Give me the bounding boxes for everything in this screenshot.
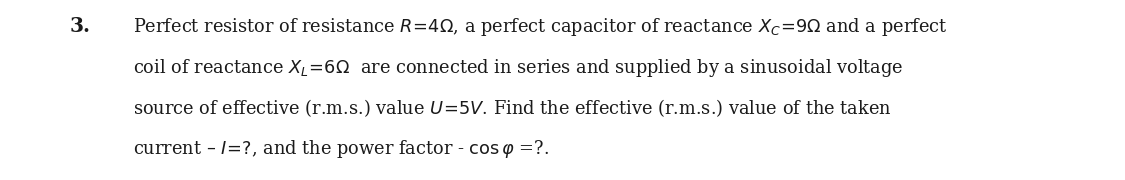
Text: 3.: 3. [70, 16, 91, 36]
Text: Perfect resistor of resistance $R\!=\!4\Omega$, a perfect capacitor of reactance: Perfect resistor of resistance $R\!=\!4\… [133, 16, 947, 38]
Text: source of effective (r.m.s.) value $U\!=\!5V$. Find the effective (r.m.s.) value: source of effective (r.m.s.) value $U\!=… [133, 97, 891, 119]
Text: coil of reactance $X_L\!=\!6\Omega$  are connected in series and supplied by a s: coil of reactance $X_L\!=\!6\Omega$ are … [133, 57, 903, 79]
Text: current – $I\!=\!?$, and the power factor - $\cos\varphi$ =?.: current – $I\!=\!?$, and the power facto… [133, 138, 549, 160]
